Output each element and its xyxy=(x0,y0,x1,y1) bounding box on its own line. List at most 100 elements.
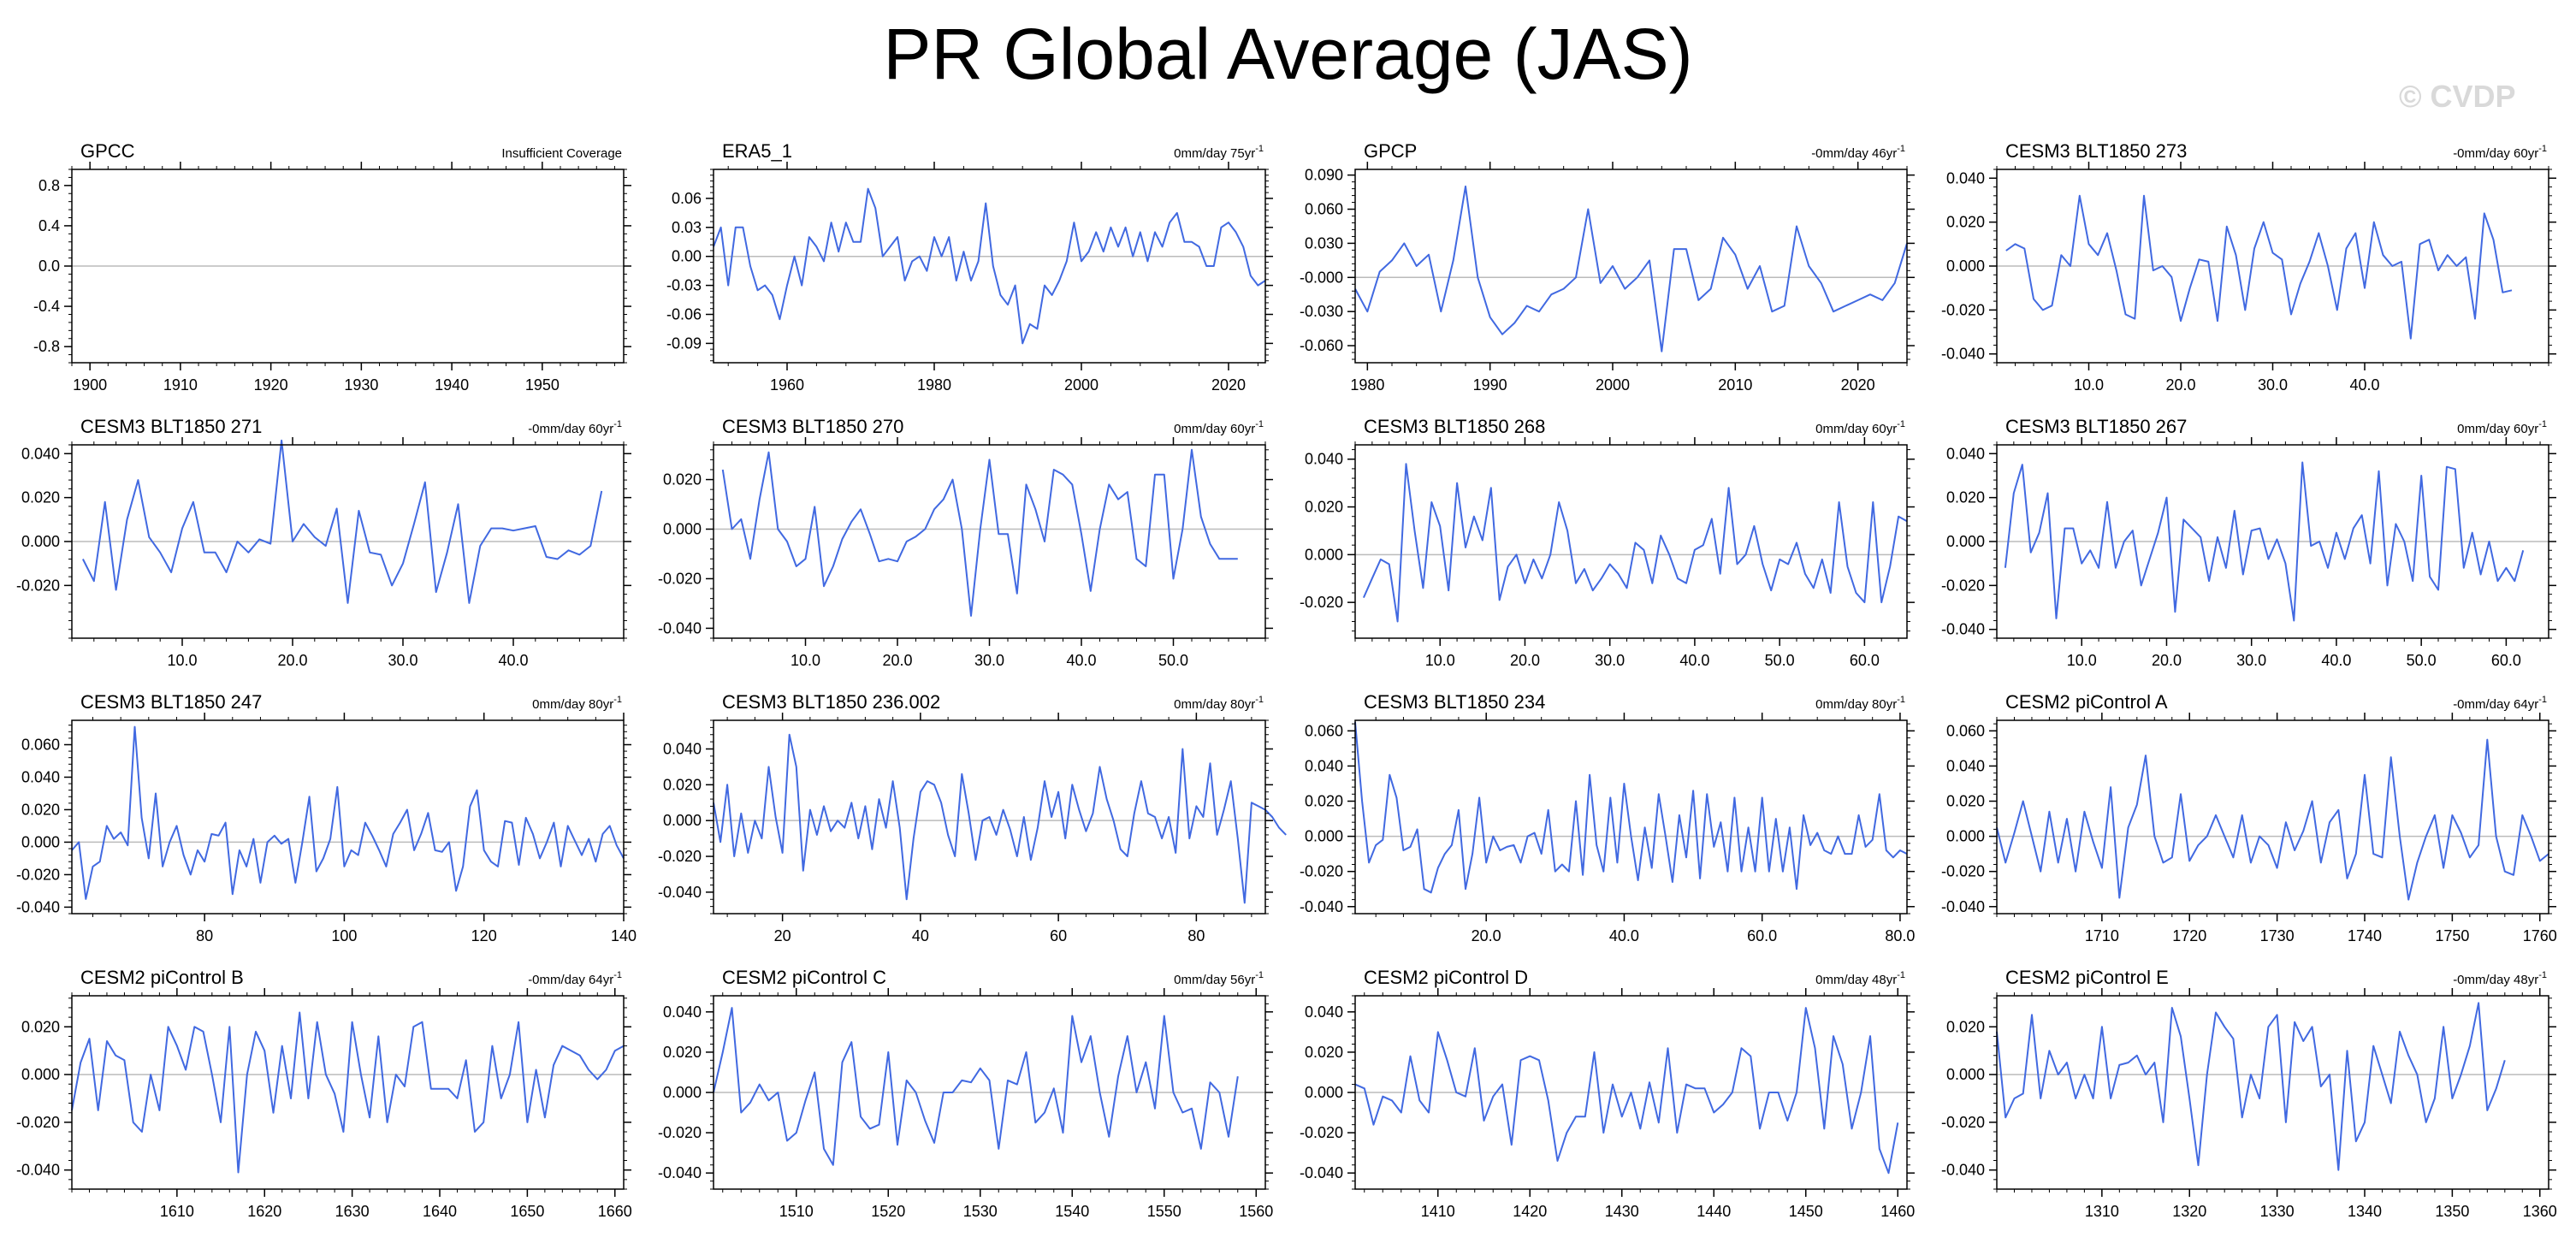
x-tick-label: 30.0 xyxy=(2236,652,2266,669)
x-tick-label: 2020 xyxy=(1211,376,1246,394)
panel-stat-sup: -1 xyxy=(2538,419,2547,429)
panel-stat-sup: -1 xyxy=(613,695,622,705)
y-tick-label: -0.020 xyxy=(1941,301,1985,318)
y-tick-label: -0.040 xyxy=(658,619,702,636)
y-tick-label: -0.000 xyxy=(1300,269,1343,286)
panel-9: CESM3 BLT1850 247 0mm/day 80yr-1 0.060 0.04… xyxy=(16,691,637,944)
x-tick-label: 40 xyxy=(912,927,929,944)
y-tick-label: 0.020 xyxy=(1946,214,1985,231)
y-tick-label: 0.020 xyxy=(1946,1018,1985,1035)
x-tick-label: 1540 xyxy=(1055,1203,1089,1220)
plot-frame xyxy=(71,719,625,915)
x-tick-label: 1310 xyxy=(2085,1203,2119,1220)
panel-stat: -0mm/day 46yr-1 xyxy=(1811,144,1905,161)
x-tick-label: 1420 xyxy=(1513,1203,1547,1220)
x-tick-label: 20.0 xyxy=(1472,927,1501,944)
x-tick-label: 50.0 xyxy=(1765,652,1795,669)
x-tick-label: 40.0 xyxy=(2349,376,2379,394)
y-tick-label: -0.4 xyxy=(33,298,60,315)
y-tick-label: 0.020 xyxy=(1305,1044,1343,1061)
x-tick-label: 60.0 xyxy=(1850,652,1880,669)
y-tick-label: -0.040 xyxy=(1941,898,1985,915)
panel-4: CESM3 BLT1850 273 -0mm/day 60yr-1 0.040 0.0… xyxy=(1941,140,2556,394)
y-tick-label: -0.020 xyxy=(1941,577,1985,594)
y-tick-label: 0.040 xyxy=(1305,1003,1343,1021)
panel-stat-sup: -1 xyxy=(613,419,622,429)
y-tick-label: 0.000 xyxy=(663,812,702,829)
panel-title: CESM3 BLT1850 247 xyxy=(80,691,262,713)
panel-title: CESM3 BLT1850 271 xyxy=(80,416,262,437)
y-tick-label: 0.000 xyxy=(1946,1066,1985,1083)
x-tick-label: 80.0 xyxy=(1885,927,1915,944)
panel-stat-sup: -1 xyxy=(1897,144,1905,154)
x-tick-label: 1910 xyxy=(163,376,198,394)
panel-stat: -0mm/day 64yr-1 xyxy=(528,970,622,987)
panel-stat-sup: -1 xyxy=(613,970,622,980)
panel-stat-text: 0mm/day 80yr xyxy=(1174,697,1255,712)
x-tick-label: 100 xyxy=(331,927,357,944)
x-tick-label: 1530 xyxy=(963,1203,998,1220)
panel-stat-text: 0mm/day 60yr xyxy=(1815,422,1897,436)
x-tick-label: 1940 xyxy=(435,376,469,394)
y-tick-label: -0.020 xyxy=(1941,863,1985,880)
series-line xyxy=(1354,1007,1899,1175)
panel-stat: 0mm/day 60yr-1 xyxy=(2457,419,2547,436)
x-tick-label: 30.0 xyxy=(1595,652,1625,669)
panel-stat: 0mm/day 48yr-1 xyxy=(1815,970,1905,987)
x-tick-label: 80 xyxy=(196,927,213,944)
panel-stat: 0mm/day 60yr-1 xyxy=(1174,419,1264,436)
panel-7: CESM3 BLT1850 268 0mm/day 60yr-1 0.040 0.02… xyxy=(1300,416,1915,669)
y-tick-label: 0.000 xyxy=(21,1066,60,1083)
y-tick-label: 0.000 xyxy=(1305,546,1343,563)
y-tick-label: -0.020 xyxy=(16,866,60,883)
x-tick-label: 10.0 xyxy=(2074,376,2104,394)
x-tick-label: 10.0 xyxy=(1425,652,1455,669)
x-tick-label: 1620 xyxy=(247,1203,281,1220)
x-tick-label: 1720 xyxy=(2172,927,2206,944)
x-tick-label: 1360 xyxy=(2523,1203,2557,1220)
x-tick-label: 2010 xyxy=(1718,376,1752,394)
y-tick-label: 0.4 xyxy=(38,217,60,234)
panel-stat-sup: -1 xyxy=(1255,970,1264,980)
x-tick-label: 1750 xyxy=(2435,927,2469,944)
y-tick-label: -0.020 xyxy=(658,1124,702,1141)
series-line xyxy=(1354,185,1908,352)
y-tick-label: 0.020 xyxy=(663,776,702,793)
x-tick-label: 2000 xyxy=(1064,376,1099,394)
panel-stat-text: 0mm/day 60yr xyxy=(1174,422,1255,436)
panel-stat-text: -0mm/day 60yr xyxy=(528,422,613,436)
y-tick-label: 0.040 xyxy=(1305,451,1343,468)
panel-stat-text: -0mm/day 64yr xyxy=(2453,697,2538,712)
series-line xyxy=(713,1007,1239,1166)
panel-stat: 0mm/day 80yr-1 xyxy=(1815,695,1905,712)
x-tick-label: 10.0 xyxy=(2067,652,2097,669)
y-tick-label: -0.040 xyxy=(658,884,702,901)
series-line xyxy=(713,187,1266,345)
panel-title: GPCP xyxy=(1364,140,1417,162)
x-tick-label: 1710 xyxy=(2085,927,2119,944)
panel-stat: 0mm/day 80yr-1 xyxy=(532,695,622,712)
panel-stat-sup: -1 xyxy=(1897,695,1905,705)
panel-5: CESM3 BLT1850 271 -0mm/day 60yr-1 0.040 0.0… xyxy=(16,416,631,669)
x-tick-label: 1920 xyxy=(254,376,288,394)
y-tick-label: -0.040 xyxy=(658,1164,702,1181)
panel-title: CESM3 BLT1850 268 xyxy=(1364,416,1545,437)
panel-6: CESM3 BLT1850 270 0mm/day 60yr-1 0.020 0.00… xyxy=(658,416,1273,669)
series-line xyxy=(713,733,1287,904)
panel-stat-text: -0mm/day 46yr xyxy=(1811,146,1897,161)
y-tick-label: 0.000 xyxy=(21,533,60,550)
x-tick-label: 60.0 xyxy=(1747,927,1777,944)
x-tick-label: 50.0 xyxy=(2407,652,2437,669)
panel-14: CESM2 piControl C 0mm/day 56yr-1 0.040 0.02… xyxy=(658,967,1273,1220)
panel-stat: -0mm/day 48yr-1 xyxy=(2453,970,2547,987)
series-line xyxy=(82,439,603,604)
panel-stat-sup: -1 xyxy=(1897,970,1905,980)
panel-stat-text: 0mm/day 56yr xyxy=(1174,973,1255,987)
panel-stat-sup: -1 xyxy=(1255,695,1264,705)
x-tick-label: 1450 xyxy=(1789,1203,1823,1220)
x-tick-label: 20.0 xyxy=(277,652,307,669)
y-tick-label: 0.000 xyxy=(1305,828,1343,845)
panel-title: GPCC xyxy=(80,140,135,162)
y-tick-label: 0.040 xyxy=(663,1003,702,1021)
